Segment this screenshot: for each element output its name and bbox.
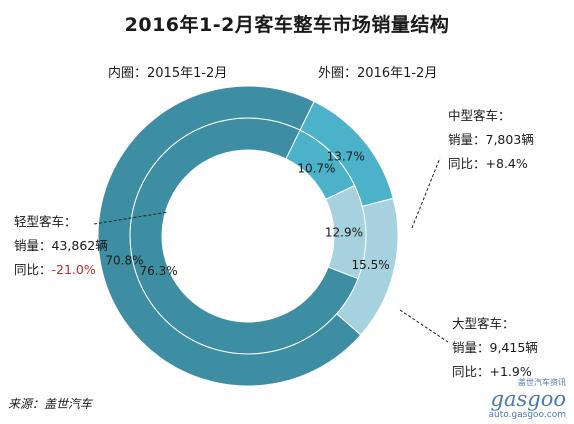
outer-value-label-medium: 13.7% xyxy=(327,149,365,163)
annotation-medium-name: 中型客车： xyxy=(448,108,511,123)
logo-cn-text: 盖世汽车资讯 xyxy=(518,378,566,387)
inner-value-label-medium: 10.7% xyxy=(297,162,335,176)
leader-line-large xyxy=(399,309,449,343)
outer-slice-light xyxy=(97,85,362,387)
annotation-large-bus: 大型客车： 销量：9,415辆 同比：+1.9% xyxy=(452,312,538,384)
annotation-large-sales: 销量：9,415辆 xyxy=(452,340,538,355)
leader-line-medium xyxy=(411,157,441,229)
outer-ring-legend: 外圈：2016年1-2月 xyxy=(318,66,438,81)
annotation-light-yoy: 同比：-21.0% xyxy=(14,258,108,282)
outer-value-label-light: 70.8% xyxy=(105,254,143,268)
annotation-light-yoy-value: -21.0% xyxy=(51,262,96,277)
annotation-medium-bus: 中型客车： 销量：7,803辆 同比：+8.4% xyxy=(448,104,534,176)
outer-value-label-large: 15.5% xyxy=(352,258,390,272)
inner-value-label-large: 12.9% xyxy=(325,226,363,240)
annotation-light-sales: 销量：43,862辆 xyxy=(14,238,108,253)
annotation-large-name: 大型客车： xyxy=(452,316,515,331)
inner-ring-legend: 内圈：2015年1-2月 xyxy=(108,66,228,81)
logo-url-text: auto.gasgoo.com xyxy=(488,410,566,420)
annotation-light-yoy-prefix: 同比： xyxy=(14,262,52,277)
inner-value-label-light: 76.3% xyxy=(140,264,178,278)
annotation-large-yoy: 同比：+1.9% xyxy=(452,364,532,379)
logo-main-text: gasgoo xyxy=(490,387,566,411)
gasgoo-logo: 盖世汽车资讯 gasgoo auto.gasgoo.com xyxy=(488,377,566,420)
donut-hole xyxy=(162,150,334,322)
annotation-light-bus: 轻型客车： 销量：43,862辆 同比：-21.0% xyxy=(14,210,108,282)
chart-title: 2016年1-2月客车整车市场销量结构 xyxy=(124,14,450,36)
chart-arcs xyxy=(97,85,399,387)
leader-lines xyxy=(93,157,449,343)
annotation-medium-sales: 销量：7,803辆 xyxy=(448,132,534,147)
annotation-medium-yoy: 同比：+8.4% xyxy=(448,156,528,171)
source-note: 来源：盖世汽车 xyxy=(8,397,93,411)
leader-line-light xyxy=(93,211,169,225)
annotation-light-name: 轻型客车： xyxy=(14,214,77,229)
value-labels: 10.7% 12.9% 76.3% 13.7% 15.5% 70.8% xyxy=(105,149,389,278)
